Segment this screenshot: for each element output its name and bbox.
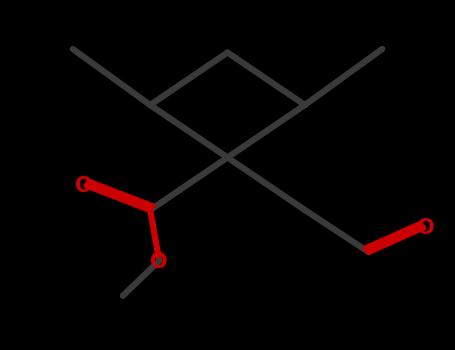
Text: O: O: [417, 217, 434, 238]
Text: O: O: [151, 252, 168, 273]
Text: O: O: [76, 175, 93, 196]
